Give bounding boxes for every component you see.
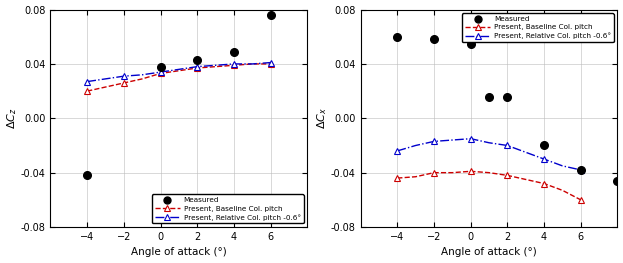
- Y-axis label: $\Delta C_x$: $\Delta C_x$: [316, 107, 330, 129]
- X-axis label: Angle of attack (°): Angle of attack (°): [131, 247, 227, 257]
- Y-axis label: $\Delta C_z$: $\Delta C_z$: [6, 108, 19, 129]
- Legend: Measured, Present, Baseline Col. pitch, Present, Relative Col. pitch -0.6°: Measured, Present, Baseline Col. pitch, …: [462, 13, 614, 42]
- X-axis label: Angle of attack (°): Angle of attack (°): [441, 247, 537, 257]
- Legend: Measured, Present, Baseline Col. pitch, Present, Relative Col. pitch -0.6°: Measured, Present, Baseline Col. pitch, …: [152, 194, 304, 223]
